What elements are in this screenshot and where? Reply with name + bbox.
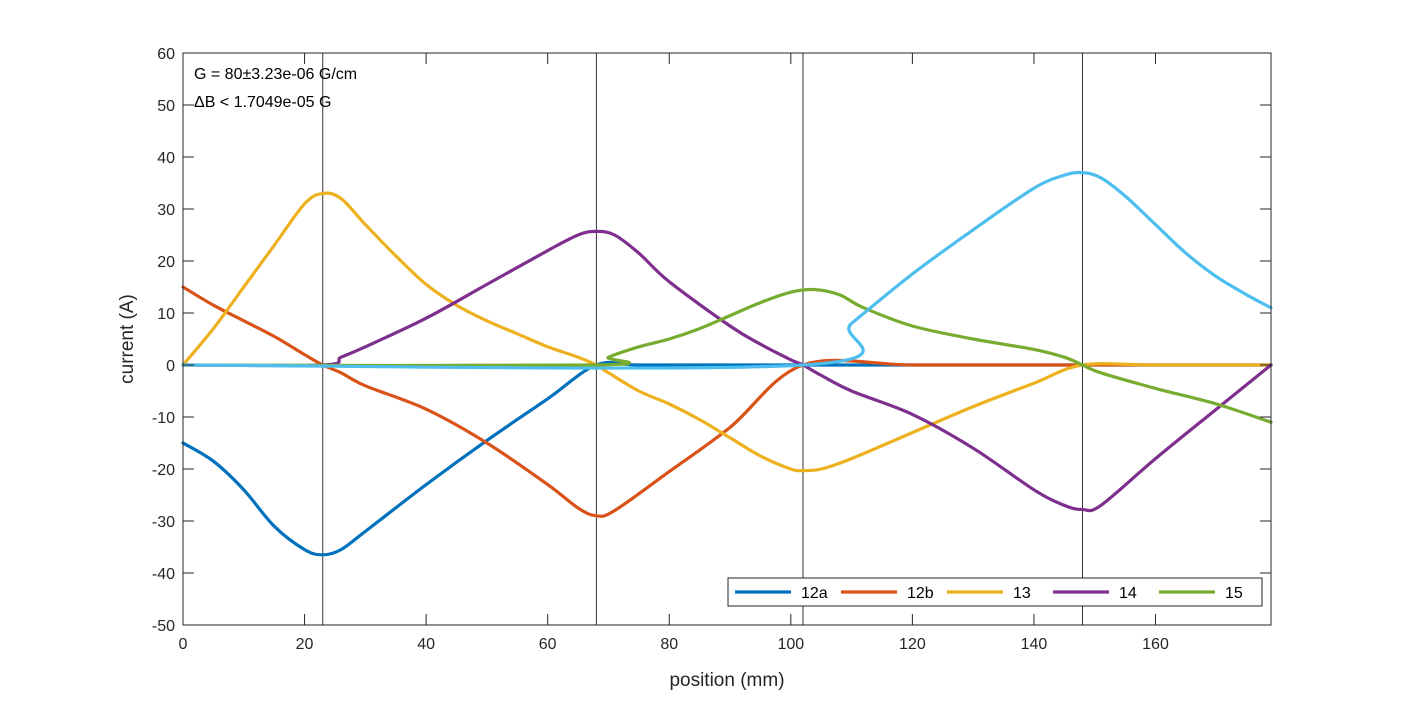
x-tick-label: 40 bbox=[417, 636, 435, 653]
legend-label-14: 14 bbox=[1119, 585, 1137, 602]
x-tick-label: 100 bbox=[777, 636, 804, 653]
x-tick-label: 120 bbox=[899, 636, 926, 653]
legend: 12a 12b 13 14 15 bbox=[727, 577, 1263, 607]
series-line-12b bbox=[181, 285, 1273, 518]
x-tick-label: 0 bbox=[179, 636, 188, 653]
y-tick-label: 60 bbox=[157, 46, 175, 63]
y-tick-label: -50 bbox=[152, 618, 175, 635]
x-tick-label: 140 bbox=[1021, 636, 1048, 653]
legend-label-12b: 12b bbox=[907, 585, 934, 602]
series-line-unlabeled-6 bbox=[181, 170, 1273, 370]
y-tick-label: -10 bbox=[152, 410, 175, 427]
x-tick-label: 160 bbox=[1142, 636, 1169, 653]
y-tick-label: 50 bbox=[157, 98, 175, 115]
series-line-13 bbox=[181, 191, 1273, 473]
series-line-12a bbox=[181, 360, 1273, 557]
vertical-lines bbox=[322, 53, 1083, 625]
x-axis-ticks: 0 20 40 60 80 100 120 140 160 bbox=[179, 53, 1169, 653]
gradient-annotation: G = 80±3.23e-06 G/cm bbox=[194, 66, 357, 83]
x-tick-label: 60 bbox=[539, 636, 557, 653]
y-tick-label: 40 bbox=[157, 150, 175, 167]
x-tick-label: 20 bbox=[296, 636, 314, 653]
series-line-15 bbox=[181, 287, 1273, 424]
y-tick-label: 20 bbox=[157, 254, 175, 271]
x-tick-label: 80 bbox=[660, 636, 678, 653]
y-axis-label: current (A) bbox=[117, 294, 138, 384]
y-tick-label: 0 bbox=[166, 358, 175, 375]
y-axis-ticks: -50 -40 -30 -20 -10 0 10 20 30 40 50 60 bbox=[152, 46, 1271, 635]
y-tick-label: 10 bbox=[157, 306, 175, 323]
plot-frame bbox=[182, 52, 1272, 626]
series-lines bbox=[181, 170, 1273, 557]
y-tick-label: -20 bbox=[152, 462, 175, 479]
y-tick-label: -40 bbox=[152, 566, 175, 583]
y-tick-label: 30 bbox=[157, 202, 175, 219]
legend-label-15: 15 bbox=[1225, 585, 1243, 602]
delta-b-annotation: ΔB < 1.7049e-05 G bbox=[194, 94, 331, 111]
series-line-14 bbox=[181, 229, 1273, 513]
x-axis-label: position (mm) bbox=[669, 670, 784, 691]
legend-label-12a: 12a bbox=[801, 585, 828, 602]
legend-label-13: 13 bbox=[1013, 585, 1031, 602]
y-tick-label: -30 bbox=[152, 514, 175, 531]
plot-area bbox=[183, 53, 1271, 625]
